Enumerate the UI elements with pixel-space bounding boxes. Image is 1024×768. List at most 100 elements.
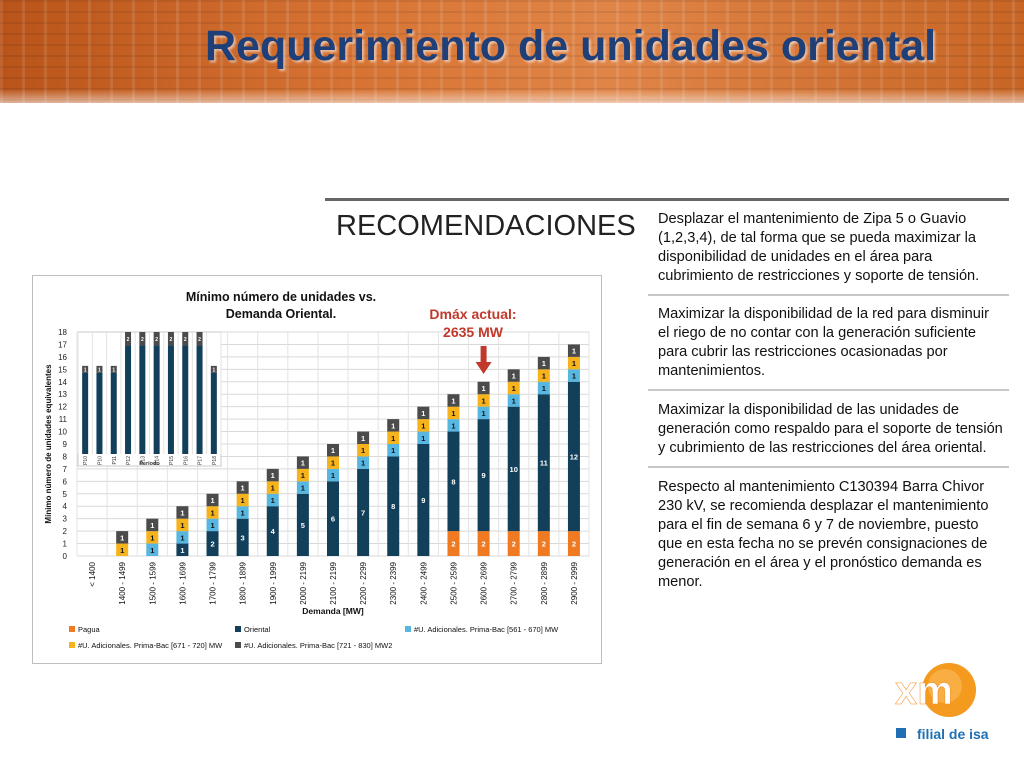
recommendation-item: Desplazar el mantenimiento de Zipa 5 o G… [648,200,1009,296]
inset-bar-data-label: 2 [127,337,130,343]
bar-segment [266,493,279,507]
x-tick-label: 1900 - 1999 [269,561,278,604]
legend-swatch [235,626,241,632]
bar-data-label: 3 [241,533,245,542]
bar-segment [296,481,309,494]
x-axis-label: Demanda [MW] [302,606,364,616]
bar-data-label: 1 [271,484,275,493]
bar-data-label: 12 [570,452,578,461]
y-tick-label: 10 [58,428,67,437]
bar-segment [477,406,490,420]
banner-fade [0,89,1024,103]
bar-segment [567,531,580,556]
bar-data-label: 1 [331,459,335,468]
inset-bar-data-label: 1 [112,367,115,373]
inset-bar-data-label: 2 [170,337,173,343]
bar-segment [567,369,580,382]
bar-data-label: 1 [150,533,154,542]
bar-segment [537,356,550,370]
bar-segment [146,531,159,544]
bar-data-label: 5 [301,521,305,530]
bar-data-label: 10 [510,465,518,474]
y-tick-label: 14 [58,378,67,387]
bar-segment [176,531,189,544]
bar-data-label: 1 [361,446,365,455]
bar-data-label: 1 [421,409,425,418]
bar-segment [567,381,580,532]
x-tick-label: 2300 - 2399 [389,561,398,604]
bar-segment [327,468,339,482]
legend-swatch [69,642,75,648]
bar-data-label: 6 [331,515,335,524]
bar-data-label: 2 [210,540,214,549]
bar-segment [116,531,129,544]
bar-segment [477,381,490,395]
recommendation-item: Maximizar la disponibilidad de la red pa… [648,296,1009,391]
bar-segment [537,369,550,382]
inset-bar-data-label: 1 [98,367,101,373]
inset-bar-data-label: 2 [155,337,158,343]
inset-bar-segment [182,332,189,346]
x-tick-label: < 1400 [88,561,97,586]
svg-text:xm: xm [895,669,953,713]
bar-segment [507,369,520,382]
inset-x-axis-label: Periodo [139,461,160,467]
bar-data-label: 1 [542,359,546,368]
x-tick-label: 2000 - 2199 [299,561,308,604]
bar-data-label: 1 [482,396,486,405]
inset-bar-data-label: 2 [184,337,187,343]
bar-segment [236,481,249,494]
inset-x-tick-label: P13 [140,456,146,465]
x-tick-label: 2600 - 2699 [480,561,489,604]
x-tick-label: 2100 - 2199 [329,561,338,604]
inset-x-tick-label: P12 [126,456,132,465]
bar-data-label: 9 [482,471,486,480]
bar-segment [236,506,249,519]
bar-data-label: 2 [572,540,576,549]
inset-bar-segment [139,345,146,454]
x-tick-label: 1400 - 1499 [118,561,127,604]
recommendation-item: Respecto al mantenimiento C130394 Barra … [658,479,989,590]
bar-data-label: 8 [451,477,455,486]
bar-data-label: 1 [391,434,395,443]
bar-data-label: 1 [150,521,154,530]
bar-segment [236,518,249,556]
y-tick-label: 12 [58,403,67,412]
bar-segment [447,431,460,532]
bar-data-label: 2 [512,540,516,549]
bar-data-label: 9 [421,496,425,505]
bar-data-label: 1 [451,421,455,430]
legend-label: #U. Adicionales. Prima-Bac [671 - 720] M… [78,641,223,650]
bar-data-label: 1 [572,372,576,381]
bar-segment [417,444,430,556]
chart-subtitle: Demanda Oriental. [226,307,336,321]
bar-data-label: 1 [241,484,245,493]
inset-bar-segment [196,332,203,346]
bar-segment [417,419,430,432]
y-axis-label: Mínimo número de unidades equivalentes [44,364,53,524]
x-tick-label: 2500 - 2599 [449,561,458,604]
bar-segment [327,456,339,469]
bar-segment [447,394,460,407]
y-tick-label: 17 [58,340,67,349]
bar-segment [146,518,159,532]
bar-segment [387,419,400,432]
bar-data-label: 2 [542,540,546,549]
legend-label: Pagua [78,625,101,634]
inset-x-tick-label: P15 [169,456,175,465]
logo-bullet-icon [896,728,906,738]
inset-bar-data-label: 1 [212,367,215,373]
inset-bar-data-label: 2 [198,337,201,343]
annotation-label: Dmáx actual: [429,306,516,322]
y-tick-label: 5 [63,490,68,499]
bar-segment [357,456,370,469]
bar-data-label: 1 [180,533,184,542]
bar-data-label: 1 [482,384,486,393]
bar-segment [357,468,370,556]
bar-data-label: 11 [540,459,548,468]
bar-segment [507,531,520,556]
bar-data-label: 1 [361,434,365,443]
bar-data-label: 1 [210,521,214,530]
inset-bar-segment [210,372,217,454]
y-tick-label: 7 [63,465,68,474]
